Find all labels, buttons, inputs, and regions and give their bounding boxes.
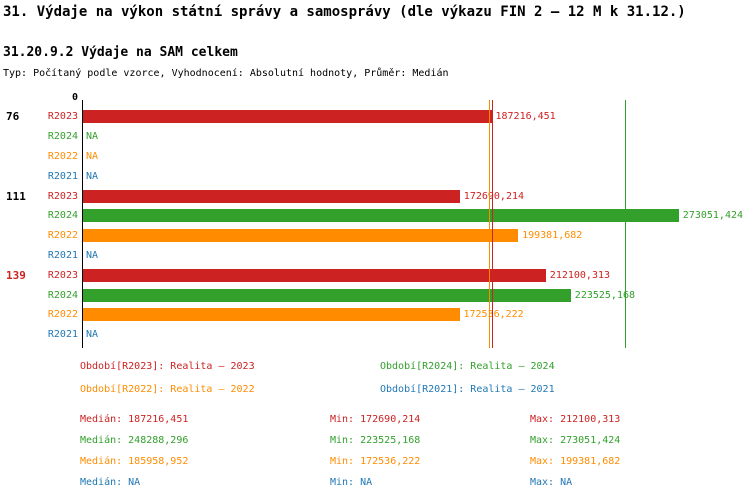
- section-subtitle: 31.20.9.2 Výdaje na SAM celkem: [3, 45, 238, 60]
- bar-value-label: 172536,222: [463, 309, 524, 321]
- report-title: 31. Výdaje na výkon státní správy a samo…: [3, 4, 686, 20]
- bar-value-label: 172690,214: [463, 190, 525, 202]
- bar-r2022: [83, 229, 519, 243]
- bar-chart-plot: 76 R2023 187216,451 R2024 NA R2022 NA R2021 NA 11…: [6, 100, 745, 348]
- bar-value-label: 199381,682: [522, 230, 583, 242]
- bar-r2023: [83, 268, 546, 282]
- series-label: R2024: [47, 289, 78, 301]
- stat-median-r2023: Medián: 187216,451: [80, 414, 189, 425]
- chart-row: R2021 NA: [48, 325, 745, 345]
- bar-value-label: 187216,451: [495, 111, 556, 123]
- bar-r2023: [83, 189, 460, 203]
- stat-min-r2022: Min: 172536,222: [330, 456, 421, 467]
- stat-median-r2022: Medián: 185958,952: [80, 456, 189, 467]
- stat-min-r2021: Min: NA: [330, 477, 373, 488]
- stat-max-r2021: Max: NA: [530, 477, 573, 488]
- axis-zero-label: 0: [72, 92, 79, 103]
- series-label: R2023: [47, 190, 78, 202]
- series-label: R2022: [47, 230, 78, 242]
- chart-row: R2021 NA: [48, 246, 745, 266]
- chart-row: 76 R2023 187216,451: [6, 107, 745, 127]
- bar-value-label: 212100,313: [549, 269, 611, 281]
- stat-max-r2023: Max: 212100,313: [530, 414, 621, 425]
- stat-max-r2022: Max: 199381,682: [530, 456, 621, 467]
- series-label: R2024: [47, 131, 78, 143]
- series-label: R2023: [47, 269, 78, 281]
- chart-row: R2022 199381,682: [48, 226, 745, 246]
- chart-row: R2021 NA: [48, 166, 745, 186]
- chart-row: R2022 172536,222: [48, 305, 745, 325]
- bar-r2024: [83, 288, 571, 302]
- stats-table: Medián: 187216,451 Min: 172690,214 Max: 21…: [80, 414, 750, 488]
- series-label: R2022: [47, 309, 78, 321]
- chart-row: 139 R2023 212100,313: [6, 265, 745, 285]
- bar-r2022: [83, 308, 460, 322]
- chart-type-info: Typ: Počítaný podle vzorce, Vyhodnocení:…: [3, 68, 449, 79]
- stat-median-r2024: Medián: 248288,296: [80, 435, 189, 446]
- group-label: 111: [6, 189, 26, 203]
- legend-item-r2024: Období[R2024]: Realita – 2024: [380, 361, 555, 372]
- group-label: 76: [6, 110, 20, 124]
- median-line-r2024: [624, 100, 626, 348]
- chart-row: R2024 NA: [48, 127, 745, 147]
- bar-value-label: 273051,424: [682, 210, 744, 222]
- legend-item-r2021: Období[R2021]: Realita – 2021: [380, 384, 555, 395]
- bar-na-label: NA: [86, 329, 99, 341]
- bar-r2023: [83, 110, 492, 124]
- series-label: R2021: [47, 249, 78, 261]
- bar-na-label: NA: [86, 249, 99, 261]
- series-label: R2024: [47, 210, 78, 222]
- median-line-r2023: [491, 100, 493, 348]
- value-axis-line: [82, 100, 83, 348]
- legend-item-r2022: Období[R2022]: Realita – 2022: [80, 384, 255, 395]
- group-label: 139: [6, 268, 26, 282]
- chart-row: R2022 NA: [48, 147, 745, 167]
- stat-min-r2023: Min: 172690,214: [330, 414, 421, 425]
- series-label: R2023: [47, 111, 78, 123]
- chart-row: R2024 223525,168: [48, 285, 745, 305]
- median-line-r2022: [488, 100, 490, 348]
- series-label: R2021: [47, 329, 78, 341]
- stat-median-r2021: Medián: NA: [80, 477, 141, 488]
- chart-row: 111 R2023 172690,214: [6, 186, 745, 206]
- bar-r2024: [83, 209, 679, 223]
- bar-na-label: NA: [86, 131, 99, 143]
- legend: Období[R2023]: Realita – 2023 Období[R202…: [80, 361, 680, 395]
- series-label: R2021: [47, 170, 78, 182]
- chart-row: R2024 273051,424: [48, 206, 745, 226]
- bar-value-label: 223525,168: [574, 289, 636, 301]
- legend-item-r2023: Období[R2023]: Realita – 2023: [80, 361, 255, 372]
- stat-max-r2024: Max: 273051,424: [530, 435, 621, 446]
- bar-na-label: NA: [86, 170, 99, 182]
- stat-min-r2024: Min: 223525,168: [330, 435, 421, 446]
- series-label: R2022: [47, 150, 78, 162]
- bar-na-label: NA: [86, 150, 99, 162]
